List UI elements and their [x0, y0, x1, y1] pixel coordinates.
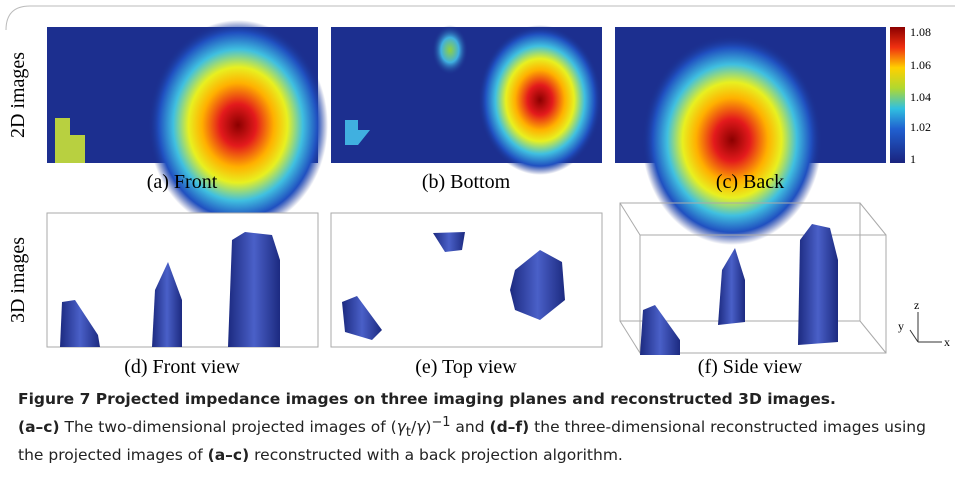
- colorbar-tick: 1.08: [910, 25, 931, 39]
- colorbar-tick: 1.02: [910, 120, 931, 134]
- caption-segment: γ: [396, 418, 406, 437]
- caption-title: Figure 7 Projected impedance images on t…: [18, 390, 836, 408]
- render-d: [46, 212, 319, 348]
- caption-segment: (a–c): [207, 446, 250, 465]
- panel-caption: (a) Front: [147, 171, 218, 193]
- caption-body: (a–c) The two-dimensional projected imag…: [18, 415, 926, 465]
- panel-caption: (e) Top view: [415, 356, 517, 378]
- caption-segment: (d–f): [489, 418, 530, 437]
- figure: 2D images 3D images 1.08 1.06 1.04 1.02 …: [5, 5, 955, 378]
- colorbar-tick: 1.04: [910, 90, 931, 104]
- colorbar: [890, 27, 905, 163]
- caption-segment: reconstructed with a back projection alg…: [249, 446, 623, 465]
- panel-caption: (b) Bottom: [422, 171, 511, 193]
- caption-segment: γ: [416, 418, 426, 437]
- caption-segment: /: [410, 418, 417, 437]
- caption-segment: (a–c): [18, 418, 60, 437]
- row-label: 2D images: [7, 52, 29, 138]
- render-e: [330, 212, 603, 348]
- row-label: 3D images: [7, 237, 29, 323]
- colorbar-tick: 1.06: [910, 58, 931, 72]
- caption-segment: and: [450, 418, 490, 437]
- panel-caption: (f) Side view: [698, 356, 803, 378]
- caption-segment: −1: [431, 415, 451, 430]
- figure-caption: Figure 7 Projected impedance images on t…: [18, 388, 938, 467]
- render-f: [619, 202, 942, 355]
- caption-segment: ): [425, 418, 432, 437]
- axis-label: x: [944, 335, 950, 349]
- caption-segment: The two-dimensional projected images of …: [59, 418, 397, 437]
- panel-caption: (c) Back: [716, 171, 784, 193]
- frame: [5, 5, 955, 31]
- caption-segment: t: [405, 425, 411, 441]
- heatmap-a: [47, 20, 328, 230]
- axis-label: y: [898, 319, 904, 333]
- heatmap-b: [331, 25, 602, 175]
- axis-label: z: [914, 298, 919, 312]
- caption-segment: the three-dimensional reconstructed imag…: [18, 418, 926, 465]
- panel-caption: (d) Front view: [124, 356, 240, 378]
- colorbar-tick: 1: [910, 152, 916, 166]
- heatmap-c: [615, 27, 886, 245]
